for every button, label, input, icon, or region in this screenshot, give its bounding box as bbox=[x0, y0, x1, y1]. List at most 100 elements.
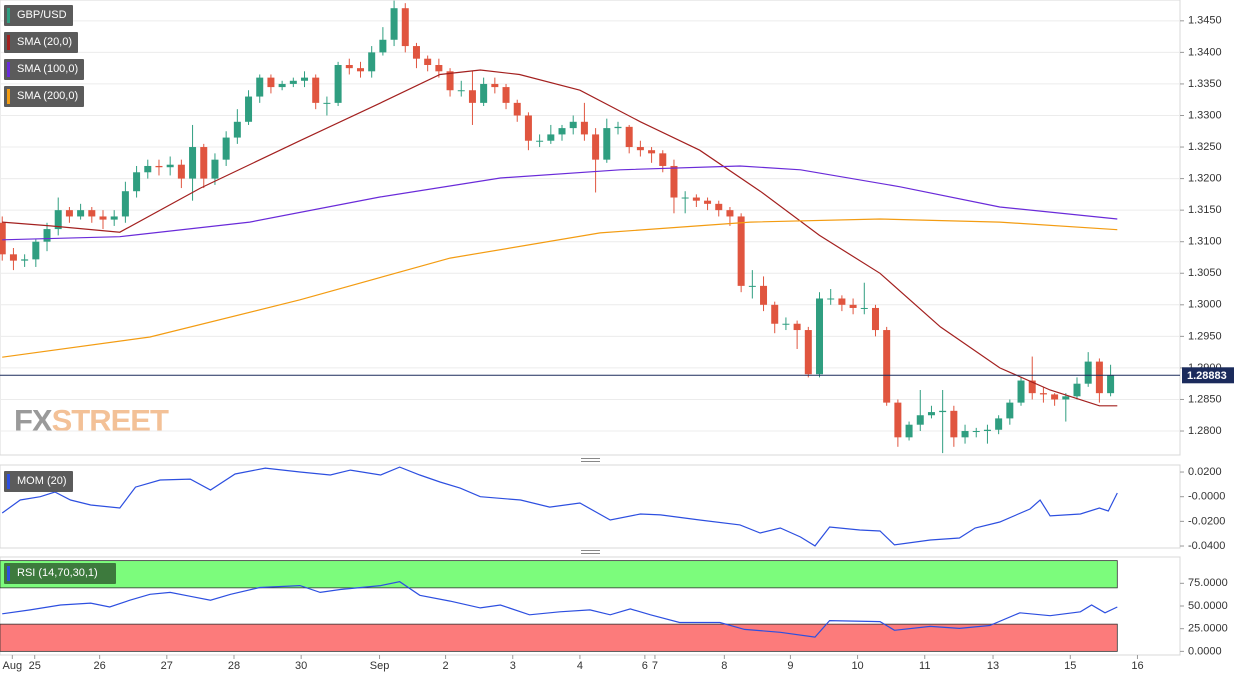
candle-body bbox=[1084, 361, 1092, 384]
candle-body bbox=[939, 410, 947, 413]
x-tick-label: 7 bbox=[652, 660, 658, 672]
y-tick-label: 0.0200 bbox=[1188, 466, 1222, 478]
y-tick-label: 1.3200 bbox=[1188, 172, 1222, 184]
candle-body bbox=[614, 126, 622, 129]
x-tick-label: 13 bbox=[987, 660, 999, 672]
candle-body bbox=[54, 210, 62, 230]
candle-body bbox=[390, 8, 398, 40]
watermark: FXSTREET bbox=[14, 403, 169, 438]
candle-body bbox=[592, 134, 600, 160]
candle-body bbox=[905, 424, 913, 438]
candle-body bbox=[88, 210, 96, 217]
candle-body bbox=[871, 307, 879, 331]
candle-body bbox=[211, 159, 219, 179]
y-tick-label: 1.3350 bbox=[1188, 78, 1222, 90]
series-line bbox=[1, 466, 1118, 547]
candle-body bbox=[1039, 393, 1047, 395]
candle-body bbox=[972, 431, 980, 433]
y-tick-label: 1.3050 bbox=[1188, 267, 1222, 279]
x-tick-label: 16 bbox=[1131, 660, 1143, 672]
candle-body bbox=[692, 197, 700, 201]
candle-body bbox=[771, 304, 779, 324]
x-tick-label: 3 bbox=[510, 660, 516, 672]
candle-body bbox=[144, 165, 152, 173]
candle-body bbox=[1062, 396, 1070, 400]
candle-body bbox=[927, 412, 935, 416]
legend-entry[interactable]: RSI (14,70,30,1) bbox=[4, 563, 116, 584]
y-tick-label: 1.3100 bbox=[1188, 236, 1222, 248]
legend-entry[interactable]: SMA (100,0) bbox=[4, 59, 85, 80]
candle-body bbox=[166, 164, 174, 168]
candle-body bbox=[99, 216, 107, 220]
candle-body bbox=[816, 298, 824, 375]
last-price-box bbox=[1182, 367, 1234, 384]
x-tick-label: 28 bbox=[228, 660, 240, 672]
candle-body bbox=[547, 134, 555, 141]
resize-handle[interactable] bbox=[581, 458, 600, 462]
candle-body bbox=[301, 77, 309, 81]
candle-body bbox=[401, 8, 409, 47]
candle-body bbox=[793, 323, 801, 331]
candle-body bbox=[782, 323, 790, 325]
candle-body bbox=[424, 58, 432, 65]
y-tick-label: -0.0000 bbox=[1188, 491, 1225, 503]
candle-body bbox=[133, 172, 141, 192]
x-tick-label: 10 bbox=[851, 660, 863, 672]
candle-body bbox=[603, 128, 611, 160]
y-tick-label: 1.2950 bbox=[1188, 330, 1222, 342]
candle-body bbox=[995, 418, 1003, 430]
candle-body bbox=[356, 68, 364, 72]
candle-body bbox=[1051, 394, 1059, 400]
candle-body bbox=[323, 102, 331, 104]
candle-body bbox=[838, 298, 846, 305]
candle-body bbox=[21, 259, 29, 261]
candle-body bbox=[1017, 380, 1025, 403]
x-tick-label: 27 bbox=[161, 660, 173, 672]
candle-body bbox=[849, 304, 857, 308]
legend-entry[interactable]: MOM (20) bbox=[4, 471, 73, 492]
candle-body bbox=[200, 147, 208, 179]
x-tick-label: 15 bbox=[1064, 660, 1076, 672]
candle-body bbox=[65, 210, 73, 217]
candle-body bbox=[670, 165, 678, 198]
x-tick-label: Aug bbox=[3, 660, 23, 672]
x-tick-label: 6 bbox=[642, 660, 648, 672]
y-tick-label: 1.3450 bbox=[1188, 15, 1222, 27]
candle-body bbox=[1028, 380, 1036, 394]
candle-body bbox=[748, 285, 756, 287]
candle-body bbox=[480, 83, 488, 103]
x-tick-label: 8 bbox=[721, 660, 727, 672]
candle-body bbox=[0, 222, 6, 255]
y-tick-label: 1.3300 bbox=[1188, 109, 1222, 121]
series-line bbox=[2, 69, 1118, 407]
candle-body bbox=[256, 77, 264, 97]
candle-body bbox=[502, 87, 510, 103]
candle-body bbox=[894, 402, 902, 438]
candle-body bbox=[222, 137, 230, 160]
candle-body bbox=[245, 96, 253, 122]
candle-body bbox=[110, 216, 118, 220]
candle-body bbox=[580, 121, 588, 135]
candle-body bbox=[760, 285, 768, 305]
resize-handle[interactable] bbox=[581, 550, 600, 554]
legend-entry[interactable]: SMA (20,0) bbox=[4, 32, 79, 53]
candle-body bbox=[950, 410, 958, 438]
candle-body bbox=[32, 241, 40, 260]
legend-entry[interactable]: SMA (200,0) bbox=[4, 86, 85, 107]
x-tick-label: 11 bbox=[919, 660, 930, 672]
legend-entry[interactable]: GBP/USD bbox=[4, 5, 73, 26]
rsi-band bbox=[0, 623, 1118, 652]
candle-body bbox=[1095, 361, 1103, 394]
y-tick-label: 0.0000 bbox=[1188, 645, 1222, 657]
candle-body bbox=[446, 71, 454, 91]
candle-body bbox=[43, 229, 51, 242]
candle-body bbox=[827, 298, 835, 300]
candle-body bbox=[726, 210, 734, 217]
candle-body bbox=[491, 83, 499, 88]
candle-body bbox=[368, 52, 376, 72]
candle-body bbox=[804, 330, 812, 375]
plot-layer bbox=[0, 0, 1180, 454]
candle-body bbox=[737, 216, 745, 286]
candle-body bbox=[1107, 375, 1115, 394]
